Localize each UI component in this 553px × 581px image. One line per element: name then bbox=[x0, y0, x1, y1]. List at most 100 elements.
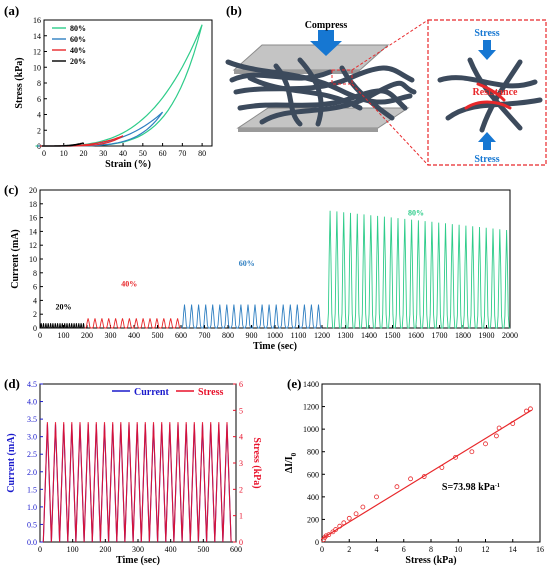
x-tick-label: 10 bbox=[60, 149, 68, 158]
fiber bbox=[273, 63, 303, 127]
x-tick-label: 500 bbox=[197, 545, 209, 554]
y2-tick-label: 0 bbox=[239, 538, 243, 547]
y-tick-label: 6 bbox=[37, 95, 41, 104]
y-tick-label: 2 bbox=[33, 310, 37, 319]
y2-tick-label: 6 bbox=[239, 380, 243, 389]
data-point bbox=[323, 533, 329, 539]
x-tick-label: 8 bbox=[429, 545, 433, 554]
y-tick-label: 18 bbox=[29, 200, 37, 209]
data-point bbox=[333, 527, 339, 532]
fit-line bbox=[321, 409, 533, 540]
compression-schematic: Compress Stress Resistance Stress bbox=[225, 19, 547, 166]
x-tick-label: 700 bbox=[199, 331, 211, 340]
top-plate bbox=[232, 44, 390, 71]
stress-bottom-arrow-head bbox=[478, 132, 496, 142]
x-tick-label: 30 bbox=[99, 149, 107, 158]
segment-label: 40% bbox=[121, 280, 137, 289]
data-point bbox=[326, 532, 332, 538]
fiber bbox=[297, 57, 324, 127]
y-tick-label: 2.5 bbox=[27, 450, 37, 459]
x-tick-label: 2 bbox=[347, 545, 351, 554]
x-tick-label: 200 bbox=[99, 545, 111, 554]
x-tick-label: 1800 bbox=[455, 331, 471, 340]
x-tick-label: 1700 bbox=[432, 331, 448, 340]
data-point bbox=[483, 441, 488, 447]
x-axis-title: Time (sec) bbox=[116, 555, 160, 566]
contact-highlight bbox=[476, 82, 506, 102]
data-point bbox=[510, 421, 516, 426]
y-axis-title: Current (mA) bbox=[10, 229, 21, 289]
stress-top-arrow-head bbox=[478, 50, 496, 60]
y-tick-label: 1.0 bbox=[27, 503, 37, 512]
legend-label: Current bbox=[134, 387, 169, 398]
chart-c: 0 100 200 300 400 500 600 700 800 900 1000 1100 1200… bbox=[10, 186, 518, 352]
x-tick-label: 0 bbox=[42, 149, 46, 158]
y2-tick-label: 4 bbox=[239, 433, 243, 442]
legend-label: 40% bbox=[70, 46, 86, 55]
zoom-fiber bbox=[467, 57, 523, 131]
x-tick-label: 40 bbox=[119, 149, 127, 158]
y-tick-label: 1000 bbox=[303, 425, 319, 434]
zoom-fiber bbox=[445, 97, 543, 121]
segment-label: 80% bbox=[408, 209, 424, 218]
x-tick-label: 70 bbox=[178, 149, 186, 158]
legend-label: Stress bbox=[198, 387, 223, 398]
y-tick-label: 0.5 bbox=[27, 520, 37, 529]
y-tick-label: 4.5 bbox=[27, 380, 37, 389]
data-point bbox=[374, 494, 379, 500]
compress-arrow-shaft bbox=[318, 30, 334, 42]
y-axis-title: Stress (kPa) bbox=[14, 57, 25, 108]
data-point bbox=[493, 433, 499, 439]
x-tick-label: 16 bbox=[536, 545, 544, 554]
y2-axis-title: Stress (kPa) bbox=[251, 437, 262, 488]
y-tick-label: 14 bbox=[33, 32, 41, 41]
fiber-network bbox=[225, 57, 417, 127]
data-point bbox=[346, 515, 352, 521]
y2-tick-label: 1 bbox=[239, 512, 243, 521]
x-tick-label: 1300 bbox=[338, 331, 354, 340]
contact-highlight bbox=[464, 100, 512, 110]
y2-tick-label: 3 bbox=[239, 459, 243, 468]
x-tick-label: 600 bbox=[230, 545, 242, 554]
x-tick-label: 6 bbox=[402, 545, 406, 554]
zoom-box bbox=[427, 19, 547, 166]
x-tick-label: 1500 bbox=[385, 331, 401, 340]
y-tick-label: 0 bbox=[33, 324, 37, 333]
y-tick-label: 12 bbox=[29, 241, 37, 250]
loop-80% bbox=[35, 24, 203, 147]
fiber bbox=[225, 59, 413, 105]
y-tick-label: 16 bbox=[33, 16, 41, 25]
bottom-plate-edge bbox=[238, 128, 378, 132]
x-tick-label: 1900 bbox=[479, 331, 495, 340]
x-tick-label: 0 bbox=[320, 545, 324, 554]
compress-label: Compress bbox=[305, 20, 348, 31]
y-tick-label: 1200 bbox=[303, 403, 319, 412]
series-stress bbox=[42, 422, 232, 543]
fiber bbox=[229, 69, 333, 83]
y-tick-label: 0.0 bbox=[27, 538, 37, 547]
x-tick-label: 300 bbox=[105, 331, 117, 340]
y-tick-label: 6 bbox=[33, 283, 37, 292]
loop-20% bbox=[41, 142, 84, 147]
x-tick-label: 100 bbox=[67, 545, 79, 554]
y-axis-title-subscript: 0 bbox=[290, 452, 298, 456]
sensitivity-annotation: S=73.98 kPa-1 bbox=[442, 482, 500, 493]
y2-tick-label: 2 bbox=[239, 485, 243, 494]
x-tick-label: 12 bbox=[482, 545, 490, 554]
x-tick-label: 10 bbox=[454, 545, 462, 554]
y-tick-label: 8 bbox=[37, 79, 41, 88]
y-tick-label: 16 bbox=[29, 214, 37, 223]
y-tick-label: 8 bbox=[33, 269, 37, 278]
x-axis-title: Stress (kPa) bbox=[405, 555, 456, 566]
x-tick-label: 1100 bbox=[291, 331, 307, 340]
legend-label: 80% bbox=[70, 24, 86, 33]
x-tick-label: 1200 bbox=[314, 331, 330, 340]
y-tick-label: 10 bbox=[29, 255, 37, 264]
x-tick-label: 400 bbox=[165, 545, 177, 554]
y-tick-label: 2 bbox=[37, 126, 41, 135]
loop-60% bbox=[37, 111, 164, 147]
x-tick-label: 1000 bbox=[267, 331, 283, 340]
x-axis-title: Strain (%) bbox=[105, 159, 151, 170]
x-tick-label: 80 bbox=[198, 149, 206, 158]
